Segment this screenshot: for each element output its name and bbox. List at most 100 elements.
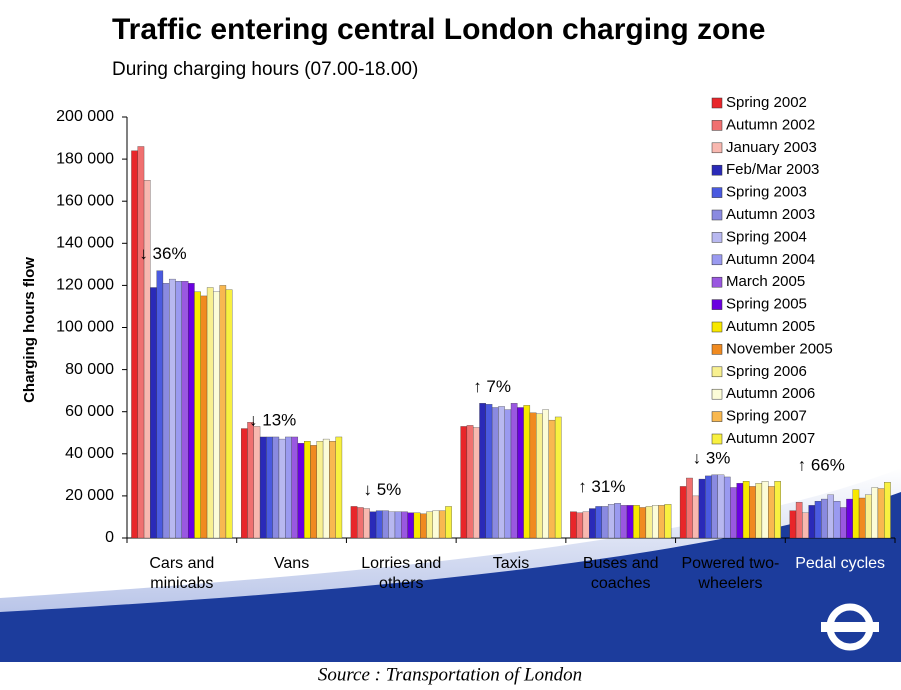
bar xyxy=(310,445,317,539)
bar xyxy=(814,501,822,539)
x-tick-label: Pedal cycles xyxy=(795,555,886,572)
bar xyxy=(382,510,389,539)
bar xyxy=(884,482,891,539)
bar xyxy=(877,488,885,539)
bar xyxy=(658,505,665,539)
legend-label: Spring 2007 xyxy=(726,408,807,425)
bar xyxy=(639,507,647,539)
bar xyxy=(188,283,195,539)
legend-swatch xyxy=(711,299,723,310)
bar xyxy=(607,504,615,539)
bar xyxy=(438,510,446,539)
legend-label: March 2005 xyxy=(726,273,805,290)
bar xyxy=(200,295,208,539)
bar xyxy=(510,403,518,539)
bar xyxy=(692,495,700,539)
bar xyxy=(316,441,324,539)
bar xyxy=(626,505,634,539)
bar xyxy=(548,419,556,539)
bar xyxy=(723,476,731,539)
bar xyxy=(808,505,816,539)
x-tick-label: Lorries and others xyxy=(361,555,442,592)
bar xyxy=(582,511,590,539)
bar xyxy=(865,494,872,539)
bar xyxy=(219,285,227,539)
bar xyxy=(143,179,151,539)
bar xyxy=(705,475,712,539)
bar xyxy=(802,512,809,539)
bar xyxy=(698,478,706,539)
legend-swatch xyxy=(711,164,723,176)
y-tick-label: 160 000 xyxy=(56,192,114,209)
bar xyxy=(194,291,201,539)
legend-swatch xyxy=(711,120,723,131)
bar xyxy=(259,436,267,539)
bar xyxy=(789,510,797,539)
y-tick-label: 120 000 xyxy=(56,277,114,294)
bar xyxy=(491,407,499,539)
x-tick-label: Taxis xyxy=(492,555,530,572)
annotation: ↑ 31% xyxy=(578,477,625,496)
bar xyxy=(717,474,725,539)
legend-swatch xyxy=(711,344,723,355)
bar xyxy=(479,403,486,539)
bar xyxy=(749,486,756,539)
bar xyxy=(181,281,189,539)
bar xyxy=(498,406,505,539)
bar xyxy=(131,150,138,539)
legend-swatch xyxy=(711,388,723,400)
legend-label: Feb/Mar 2003 xyxy=(726,161,819,178)
bar xyxy=(225,289,233,539)
chart-title: Traffic entering central London charging… xyxy=(112,13,765,46)
bar xyxy=(485,404,493,539)
bar xyxy=(162,283,170,539)
roundel xyxy=(821,603,879,651)
bar xyxy=(375,510,383,539)
bar xyxy=(335,436,343,539)
bar xyxy=(241,428,248,539)
annotation: ↑ 7% xyxy=(473,377,511,396)
bar xyxy=(614,503,621,539)
annotation: ↑ 66% xyxy=(798,456,845,475)
annotation: ↓ 36% xyxy=(139,244,186,263)
bar xyxy=(266,436,273,539)
bar xyxy=(388,511,396,539)
y-axis-label: Charging hours flow xyxy=(21,257,38,403)
y-tick-label: 80 000 xyxy=(65,361,114,378)
bar xyxy=(401,511,408,539)
bar xyxy=(755,483,763,539)
bar xyxy=(473,427,480,539)
bar xyxy=(620,505,628,539)
bar xyxy=(542,409,549,539)
bar xyxy=(357,507,364,539)
bar xyxy=(846,498,853,539)
legend-label: Autumn 2003 xyxy=(726,206,815,223)
x-tick-label: Vans xyxy=(273,555,310,572)
bar xyxy=(420,513,427,539)
bar xyxy=(595,506,602,539)
bar xyxy=(768,486,775,539)
bar xyxy=(774,481,781,539)
legend-swatch xyxy=(711,433,723,445)
bar xyxy=(394,511,402,539)
bar xyxy=(285,436,292,539)
bar xyxy=(821,498,828,539)
legend-label: Spring 2003 xyxy=(726,184,807,201)
x-tick-label: Cars and minicabs xyxy=(149,555,215,592)
bar xyxy=(169,278,176,539)
x-tick-label: Buses and coaches xyxy=(582,555,659,592)
bar xyxy=(570,511,577,539)
bar xyxy=(576,512,584,539)
bar xyxy=(213,291,220,539)
bar xyxy=(175,281,183,539)
bar xyxy=(871,487,879,539)
bar xyxy=(839,507,847,539)
bar xyxy=(736,483,744,539)
y-tick-label: 180 000 xyxy=(56,150,114,167)
legend-label: Spring 2006 xyxy=(726,363,807,380)
bar xyxy=(253,426,261,539)
bar xyxy=(466,425,474,539)
legend-swatch xyxy=(711,97,723,109)
bar xyxy=(504,409,512,539)
annotation: ↓ 3% xyxy=(693,448,731,467)
